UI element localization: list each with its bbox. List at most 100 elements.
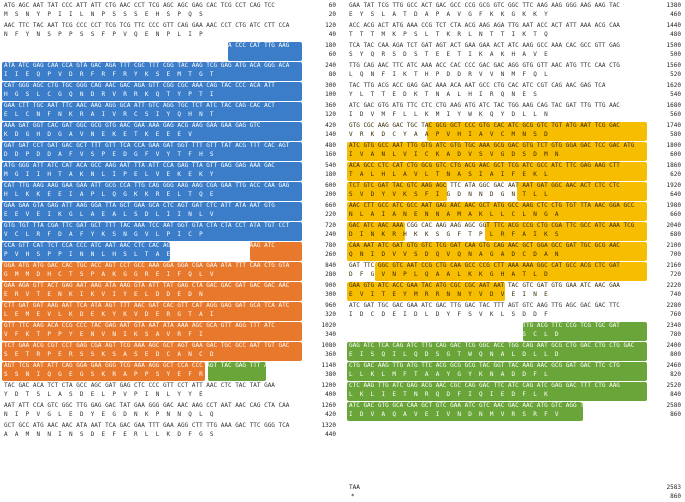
nucleotide-codons: GAA TAT TCG TTG GCC ACT GAC GCC CCG GCG … (349, 2, 620, 9)
nucleotide-position: 2160 (666, 262, 681, 269)
amino-acid-residues: I D V A Q A V E I V N D N M V R S R F V (349, 411, 559, 418)
nucleotide-codons: CTT GAT GAT AAG AAT TCA ATA AGT TTT AAC … (4, 302, 290, 309)
nucleotide-position: 1740 (666, 122, 681, 129)
nucleotide-position: 1860 (666, 162, 681, 169)
left-sequence-column: ATG AGC AAT TAT CCC ATT ATT CTG AAC CCT … (0, 2, 340, 442)
yellow-domain-highlight (517, 182, 647, 201)
amino-acid-residues: H L K K E E I A P L Q G K K R E L T Q E (4, 191, 214, 198)
nucleotide-position: 420 (325, 122, 336, 129)
nucleotide-codons: TAC TTG ACG ACC GAG GAC AAA ACA AAT GCC … (349, 82, 606, 89)
right-sequence-row: ATC GTG GCC AAT TTG GTG ATC GTG TGC AAA … (345, 142, 685, 162)
left-sequence-row: GAA CTT TGC AAT TTC AAC AAG AGG GCA ATT … (0, 102, 340, 122)
nucleotide-position: 1200 (321, 382, 336, 389)
amino-acid-residues: N F Y N S P P S S F P V Q E N P L I P (4, 31, 203, 38)
amino-acid-position: 320 (325, 311, 336, 318)
amino-acid-position: 40 (328, 31, 336, 38)
amino-acid-residues: Y L T T E D K T N A L H I R Q N E S (349, 91, 537, 98)
nucleotide-codons: CAA AAT ATC GAT GTG GTC TCG GAT CAA GTG … (349, 242, 620, 249)
nucleotide-position: 1680 (666, 102, 681, 109)
nucleotide-position: 900 (325, 282, 336, 289)
nucleotide-codons: AAT ATT CCA GTC GGC TTG GAG GAC TAT GAA … (4, 402, 290, 409)
amino-acid-position: 560 (670, 111, 681, 118)
right-sequence-row: TCA TAC CAA AGA TCT GAT AGT ACT GAA GAA … (345, 42, 685, 62)
amino-acid-position: 300 (325, 291, 336, 298)
left-sequence-row: AAA GAT GGT CAC GAT GGC GCG GTG AAC GAA … (0, 122, 340, 142)
amino-acid-residues: V C L R F D A F Y K S N G V L P I C P (4, 231, 203, 238)
amino-acid-position: 840 (670, 391, 681, 398)
amino-acid-residues: V R K D C Y A A P V H I A V C M N S D (349, 131, 548, 138)
blue-domain-highlight (2, 162, 302, 181)
orange-domain-highlight (2, 282, 302, 301)
amino-acid-position: 640 (670, 191, 681, 198)
nucleotide-position: 720 (325, 222, 336, 229)
nucleotide-codons: ATC GTG GCC AAT TTG GTG ATC GTG TGC AAA … (349, 142, 635, 149)
nucleotide-codons: GCG GAA GCG TTG CGC ATG TAC GAC AAC GAC … (349, 322, 620, 329)
orange-domain-highlight (2, 342, 302, 361)
nucleotide-position: 540 (325, 162, 336, 169)
amino-acid-position: 680 (670, 231, 681, 238)
yellow-domain-highlight (347, 162, 647, 181)
right-sequence-row: GAG ATC TCA CAG ATC TTG CAG GAC TCG GGC … (345, 342, 685, 362)
amino-acid-position: 800 (670, 351, 681, 358)
amino-acid-residues: L E M E V L K D E K Y K V D E R G T A I (4, 311, 214, 318)
amino-acid-residues: E I S Q I L Q D S G T W Q N A L D L L D (349, 351, 559, 358)
nucleotide-codons: CTG GAC AAG TTG ATG TTC ACG GCG GCG TAC … (349, 362, 620, 369)
nucleotide-position: 300 (325, 82, 336, 89)
yellow-domain-highlight (375, 262, 647, 281)
nucleotide-codons: TCA TAC CAA AGA TCT GAT AGT ACT GAA GAA … (349, 42, 620, 49)
right-sequence-row: ATC GAC GTG GCA CAA GCT GTC GAA ATC GTC … (345, 402, 685, 422)
nucleotide-position: 1380 (666, 2, 681, 9)
nucleotide-position: 60 (328, 2, 336, 9)
amino-acid-residues: Q N I D V V S D Q V Q N A G A D C D A N (349, 251, 559, 258)
left-sequence-row: GAA GAA GTA GAG ATT AAG GGA TTA GCT GAA … (0, 202, 340, 222)
amino-acid-position: 700 (670, 251, 681, 258)
right-sequence-row: AAC CTT GCC ATC GCC AAT GAG AAC AAC GCT … (345, 202, 685, 222)
nucleotide-position: 1800 (666, 142, 681, 149)
amino-acid-residues: L L K L M F T A A Y G Y K N A D D F L (349, 371, 548, 378)
right-sequence-row: ACA GCC CTC CAT CTG GCG GTC CTG ACG AAC … (345, 162, 685, 182)
amino-acid-residues: L Q N F I K T H P D D R V V N M F Q L (349, 71, 548, 78)
left-sequence-row: GTT TTC AAG ACA CCG CCC TAC GAG AAT GTA … (0, 322, 340, 342)
blue-domain-highlight (2, 242, 170, 261)
right-sequence-row: CTC AAG TTG ATC GAG ACG AAC CGC CAG GAC … (345, 382, 685, 402)
nucleotide-codons: GAA AGA GTT ACT GAG AAT AAG ATA AAG GTA … (4, 282, 290, 289)
nucleotide-position: 2340 (666, 322, 681, 329)
amino-acid-residues: M G I I H T A K N L I P E L V E K E K Y (4, 171, 214, 178)
nucleotide-position: 2220 (666, 282, 681, 289)
nucleotide-codons: TAC GAC ACA TCT CTA GCC AGC GAT GAG CTC … (4, 382, 275, 389)
amino-acid-position: 280 (325, 271, 336, 278)
nucleotide-codons: GAA GAA GTA GAG ATT AAG GGA TTA GCT GAA … (4, 202, 275, 209)
nucleotide-position: 2520 (666, 382, 681, 389)
amino-acid-position: 140 (325, 131, 336, 138)
right-sequence-row: TTG CAG AAC TTC ATC AAA ACC CAC CCC GAC … (345, 62, 685, 82)
nucleotide-codons: ATG AGC AAT TAT CCC ATT ATT CTG AAC CCT … (4, 2, 275, 9)
blue-domain-highlight (2, 202, 302, 221)
amino-acid-position: 420 (325, 411, 336, 418)
nucleotide-codons: GAT GAT CCT GAT GAC GCT TTT GTT TCA CCA … (4, 142, 290, 149)
amino-acid-residues: H G S L C G Q N D R V R R K Q T Y P T I (4, 91, 214, 98)
amino-acid-position: 520 (670, 71, 681, 78)
nucleotide-codons: ATG GGG ATT ATC CAT ACA GCC AAG AAT TTA … (4, 162, 275, 169)
left-sequence-row: GAA AGA GTT ACT GAG AAT AAG ATA AAG GTA … (0, 282, 340, 302)
nucleotide-codons: AAC CTT GCC ATC GCC AAT GAG AAC AAC GCT … (349, 202, 635, 209)
amino-acid-residues: E E V E I K G L A E A L S D L I I N L V (4, 211, 214, 218)
left-sequence-row: GAT GAT CCT GAT GAC GCT TTT GTT TCA CCA … (0, 142, 340, 162)
amino-acid-position: 540 (670, 91, 681, 98)
nucleotide-position: 1620 (666, 82, 681, 89)
amino-acid-residues: T A L H L A V L T N A S I A I F E K L (349, 171, 548, 178)
green-domain-highlight (208, 362, 266, 381)
nucleotide-codons: GCT GCC ATG AAC AAC ATA AAT TCA GAC GAA … (4, 422, 290, 429)
nucleotide-codons: GAA CTT TGC AAT TTC AAC AAG AGG GCA ATT … (4, 102, 275, 109)
nucleotide-codons: TCT GAA ACG CGT CCT GAG CGA AGT TCG AAA … (4, 342, 290, 349)
amino-acid-residues: A E A L R M Y D N D V K N F T P S C L D (349, 331, 559, 338)
nucleotide-position: 360 (325, 102, 336, 109)
left-sequence-row: GTG TGT TTA CGA TTC GAT GCT TTT TAC AAA … (0, 222, 340, 242)
amino-acid-residues: S Y Q R S D S T E E T I K A K H A V E (349, 51, 548, 58)
left-sequence-row: CAT GGG AGC CTG TGC GGG CAG AAC GAC AGA … (0, 82, 340, 102)
green-domain-highlight (347, 382, 647, 401)
amino-acid-residues: K D G H D G A V N E K E T K E E E V (4, 131, 192, 138)
amino-acid-residues: E V I T E Y M R R N N Y V D V E I N E (349, 291, 548, 298)
nucleotide-codons: GTT TTC AAG ACA CCG CCC TAC GAG AAT GTA … (4, 322, 275, 329)
nucleotide-codons: GAG ATC TCA CAG ATC TTG CAG GAC TCG GGC … (349, 342, 635, 349)
amino-acid-position: 480 (670, 31, 681, 38)
